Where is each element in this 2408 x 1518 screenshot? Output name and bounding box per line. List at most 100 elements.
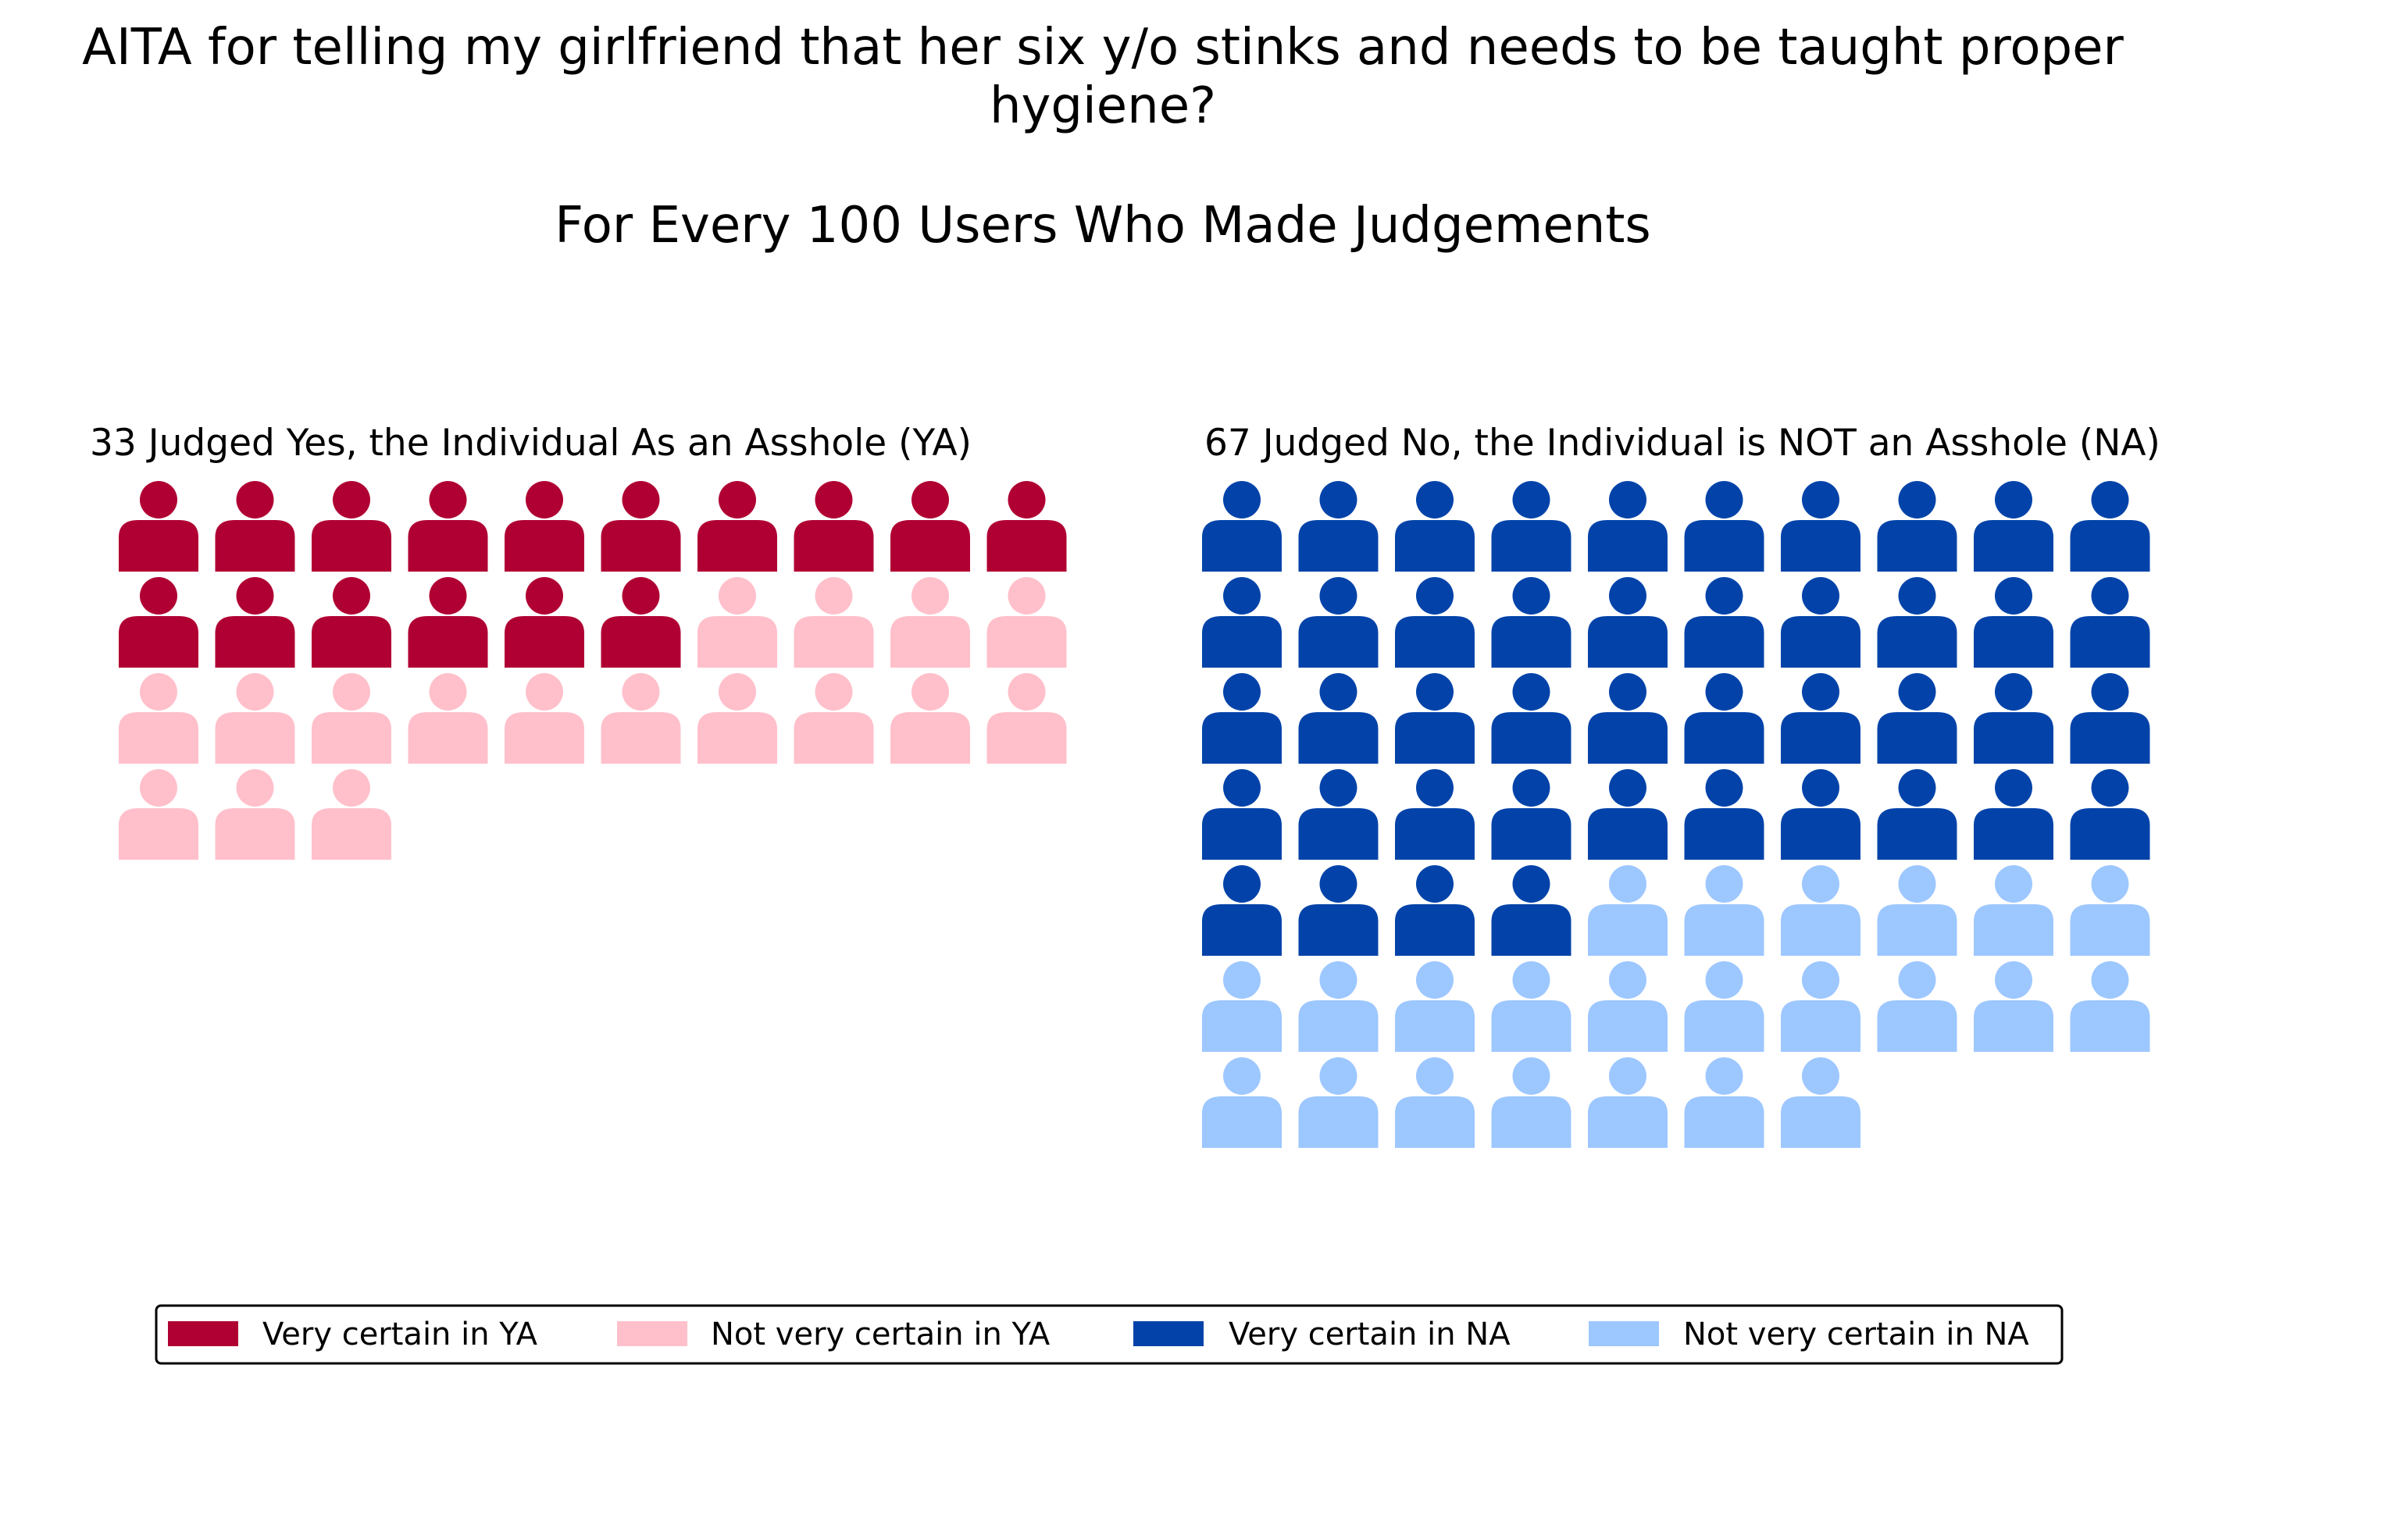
person-icon-very-certain-na: [1202, 673, 1282, 764]
person-icon-very-certain-ya: [601, 577, 681, 668]
person-icon-not-very-certain-ya: [312, 673, 391, 764]
person-icon-not-very-certain-ya: [601, 673, 681, 764]
person-icon-very-certain-na: [1877, 673, 1957, 764]
person-icon-very-certain-ya: [505, 481, 584, 572]
title-line-1: AITA for telling my girlfriend that her …: [82, 19, 2124, 77]
legend-label-very-certain-na: Very certain in NA: [1229, 1317, 1511, 1352]
person-icon-very-certain-na: [1491, 673, 1571, 764]
person-icon-very-certain-na: [1202, 769, 1282, 860]
person-icon-very-certain-ya: [505, 577, 584, 668]
legend: Very certain in YA Not very certain in Y…: [155, 1304, 2064, 1365]
legend-frame: [155, 1304, 2064, 1365]
person-icon-very-certain-na: [1877, 769, 1957, 860]
person-icon-very-certain-na: [1781, 481, 1860, 572]
person-icon-very-certain-na: [1491, 481, 1571, 572]
person-icon-not-very-certain-na: [1974, 961, 2053, 1052]
person-icon-very-certain-na: [1491, 769, 1571, 860]
person-icon-very-certain-na: [1974, 577, 2053, 668]
person-icon-very-certain-na: [1395, 865, 1475, 956]
panel-title-na: 67 Judged No, the Individual is NOT an A…: [1204, 422, 2160, 465]
person-icon-not-very-certain-na: [1781, 1057, 1860, 1148]
legend-label-not-very-certain-na: Not very certain in NA: [1683, 1317, 2029, 1352]
person-icon-very-certain-na: [2070, 577, 2150, 668]
person-icon-very-certain-na: [2070, 673, 2150, 764]
person-icon-not-very-certain-na: [1202, 1057, 1282, 1148]
person-icon-not-very-certain-na: [1781, 865, 1860, 956]
title-line-2: hygiene?: [990, 77, 1216, 135]
legend-swatch-not-very-certain-ya: [617, 1321, 687, 1346]
person-icon-not-very-certain-ya: [697, 673, 777, 764]
panel-na-icons: [1202, 481, 2150, 1148]
person-icon-very-certain-na: [1877, 577, 1957, 668]
person-icon-very-certain-ya: [215, 481, 295, 572]
panel-ya-icons: [119, 481, 1067, 860]
person-icon-not-very-certain-na: [1491, 1057, 1571, 1148]
person-icon-very-certain-na: [1684, 577, 1764, 668]
person-icon-very-certain-na: [1395, 481, 1475, 572]
person-icon-very-certain-ya: [697, 481, 777, 572]
person-icon-very-certain-na: [1684, 673, 1764, 764]
legend-label-very-certain-ya: Very certain in YA: [262, 1317, 538, 1352]
person-icon-not-very-certain-na: [1684, 1057, 1764, 1148]
person-icon-very-certain-na: [1298, 481, 1379, 572]
person-icon-very-certain-na: [1491, 865, 1571, 956]
person-icon-not-very-certain-na: [1684, 865, 1764, 956]
person-icon-not-very-certain-na: [2070, 865, 2150, 956]
person-icon-not-very-certain-ya: [119, 673, 198, 764]
person-icon-very-certain-ya: [312, 577, 391, 668]
person-icon-very-certain-na: [1877, 481, 1957, 572]
person-icon-very-certain-na: [1588, 577, 1668, 668]
person-icon-very-certain-na: [1781, 673, 1860, 764]
person-icon-not-very-certain-na: [1877, 865, 1957, 956]
person-icon-not-very-certain-ya: [215, 673, 295, 764]
person-icon-not-very-certain-na: [1588, 961, 1668, 1052]
person-icon-very-certain-na: [1395, 769, 1475, 860]
person-icon-very-certain-na: [1588, 673, 1668, 764]
person-icon-not-very-certain-ya: [119, 769, 198, 860]
person-icon-very-certain-na: [1684, 481, 1764, 572]
person-icon-very-certain-ya: [601, 481, 681, 572]
person-icon-not-very-certain-ya: [986, 577, 1067, 668]
chart-title: AITA for telling my girlfriend that her …: [82, 19, 2124, 135]
person-icon-very-certain-na: [2070, 769, 2150, 860]
person-icon-very-certain-na: [1781, 769, 1860, 860]
person-icon-very-certain-na: [1684, 769, 1764, 860]
person-icon-very-certain-na: [1974, 769, 2053, 860]
person-icon-not-very-certain-na: [1877, 961, 1957, 1052]
person-icon-very-certain-na: [1395, 673, 1475, 764]
person-icon-not-very-certain-na: [1588, 865, 1668, 956]
person-icon-not-very-certain-na: [1202, 961, 1282, 1052]
person-icon-not-very-certain-ya: [986, 673, 1067, 764]
person-icon-not-very-certain-ya: [890, 577, 970, 668]
person-icon-very-certain-ya: [890, 481, 970, 572]
legend-label-not-very-certain-ya: Not very certain in YA: [711, 1317, 1051, 1352]
person-icon-very-certain-na: [1491, 577, 1571, 668]
person-icon-very-certain-na: [1298, 865, 1379, 956]
person-icon-very-certain-ya: [215, 577, 295, 668]
person-icon-not-very-certain-ya: [794, 577, 874, 668]
person-icon-very-certain-na: [2070, 481, 2150, 572]
person-icon-very-certain-ya: [408, 577, 488, 668]
person-icon-not-very-certain-na: [1491, 961, 1571, 1052]
person-icon-not-very-certain-na: [2070, 961, 2150, 1052]
legend-swatch-very-certain-ya: [168, 1321, 238, 1346]
person-icon-not-very-certain-ya: [215, 769, 295, 860]
person-icon-very-certain-na: [1298, 673, 1379, 764]
person-icon-not-very-certain-na: [1395, 1057, 1475, 1148]
person-icon-not-very-certain-na: [1781, 961, 1860, 1052]
person-icon-very-certain-ya: [986, 481, 1067, 572]
person-icon-very-certain-na: [1202, 865, 1282, 956]
person-icon-not-very-certain-na: [1395, 961, 1475, 1052]
person-icon-very-certain-na: [1974, 481, 2053, 572]
person-icon-not-very-certain-na: [1298, 1057, 1379, 1148]
person-icon-not-very-certain-ya: [890, 673, 970, 764]
person-icon-very-certain-na: [1202, 577, 1282, 668]
person-icon-very-certain-na: [1298, 577, 1379, 668]
person-icon-very-certain-na: [1298, 769, 1379, 860]
person-icon-very-certain-ya: [312, 481, 391, 572]
legend-swatch-very-certain-na: [1133, 1321, 1204, 1346]
person-icon-not-very-certain-ya: [794, 673, 874, 764]
person-icon-very-certain-na: [1781, 577, 1860, 668]
person-icon-very-certain-ya: [794, 481, 874, 572]
